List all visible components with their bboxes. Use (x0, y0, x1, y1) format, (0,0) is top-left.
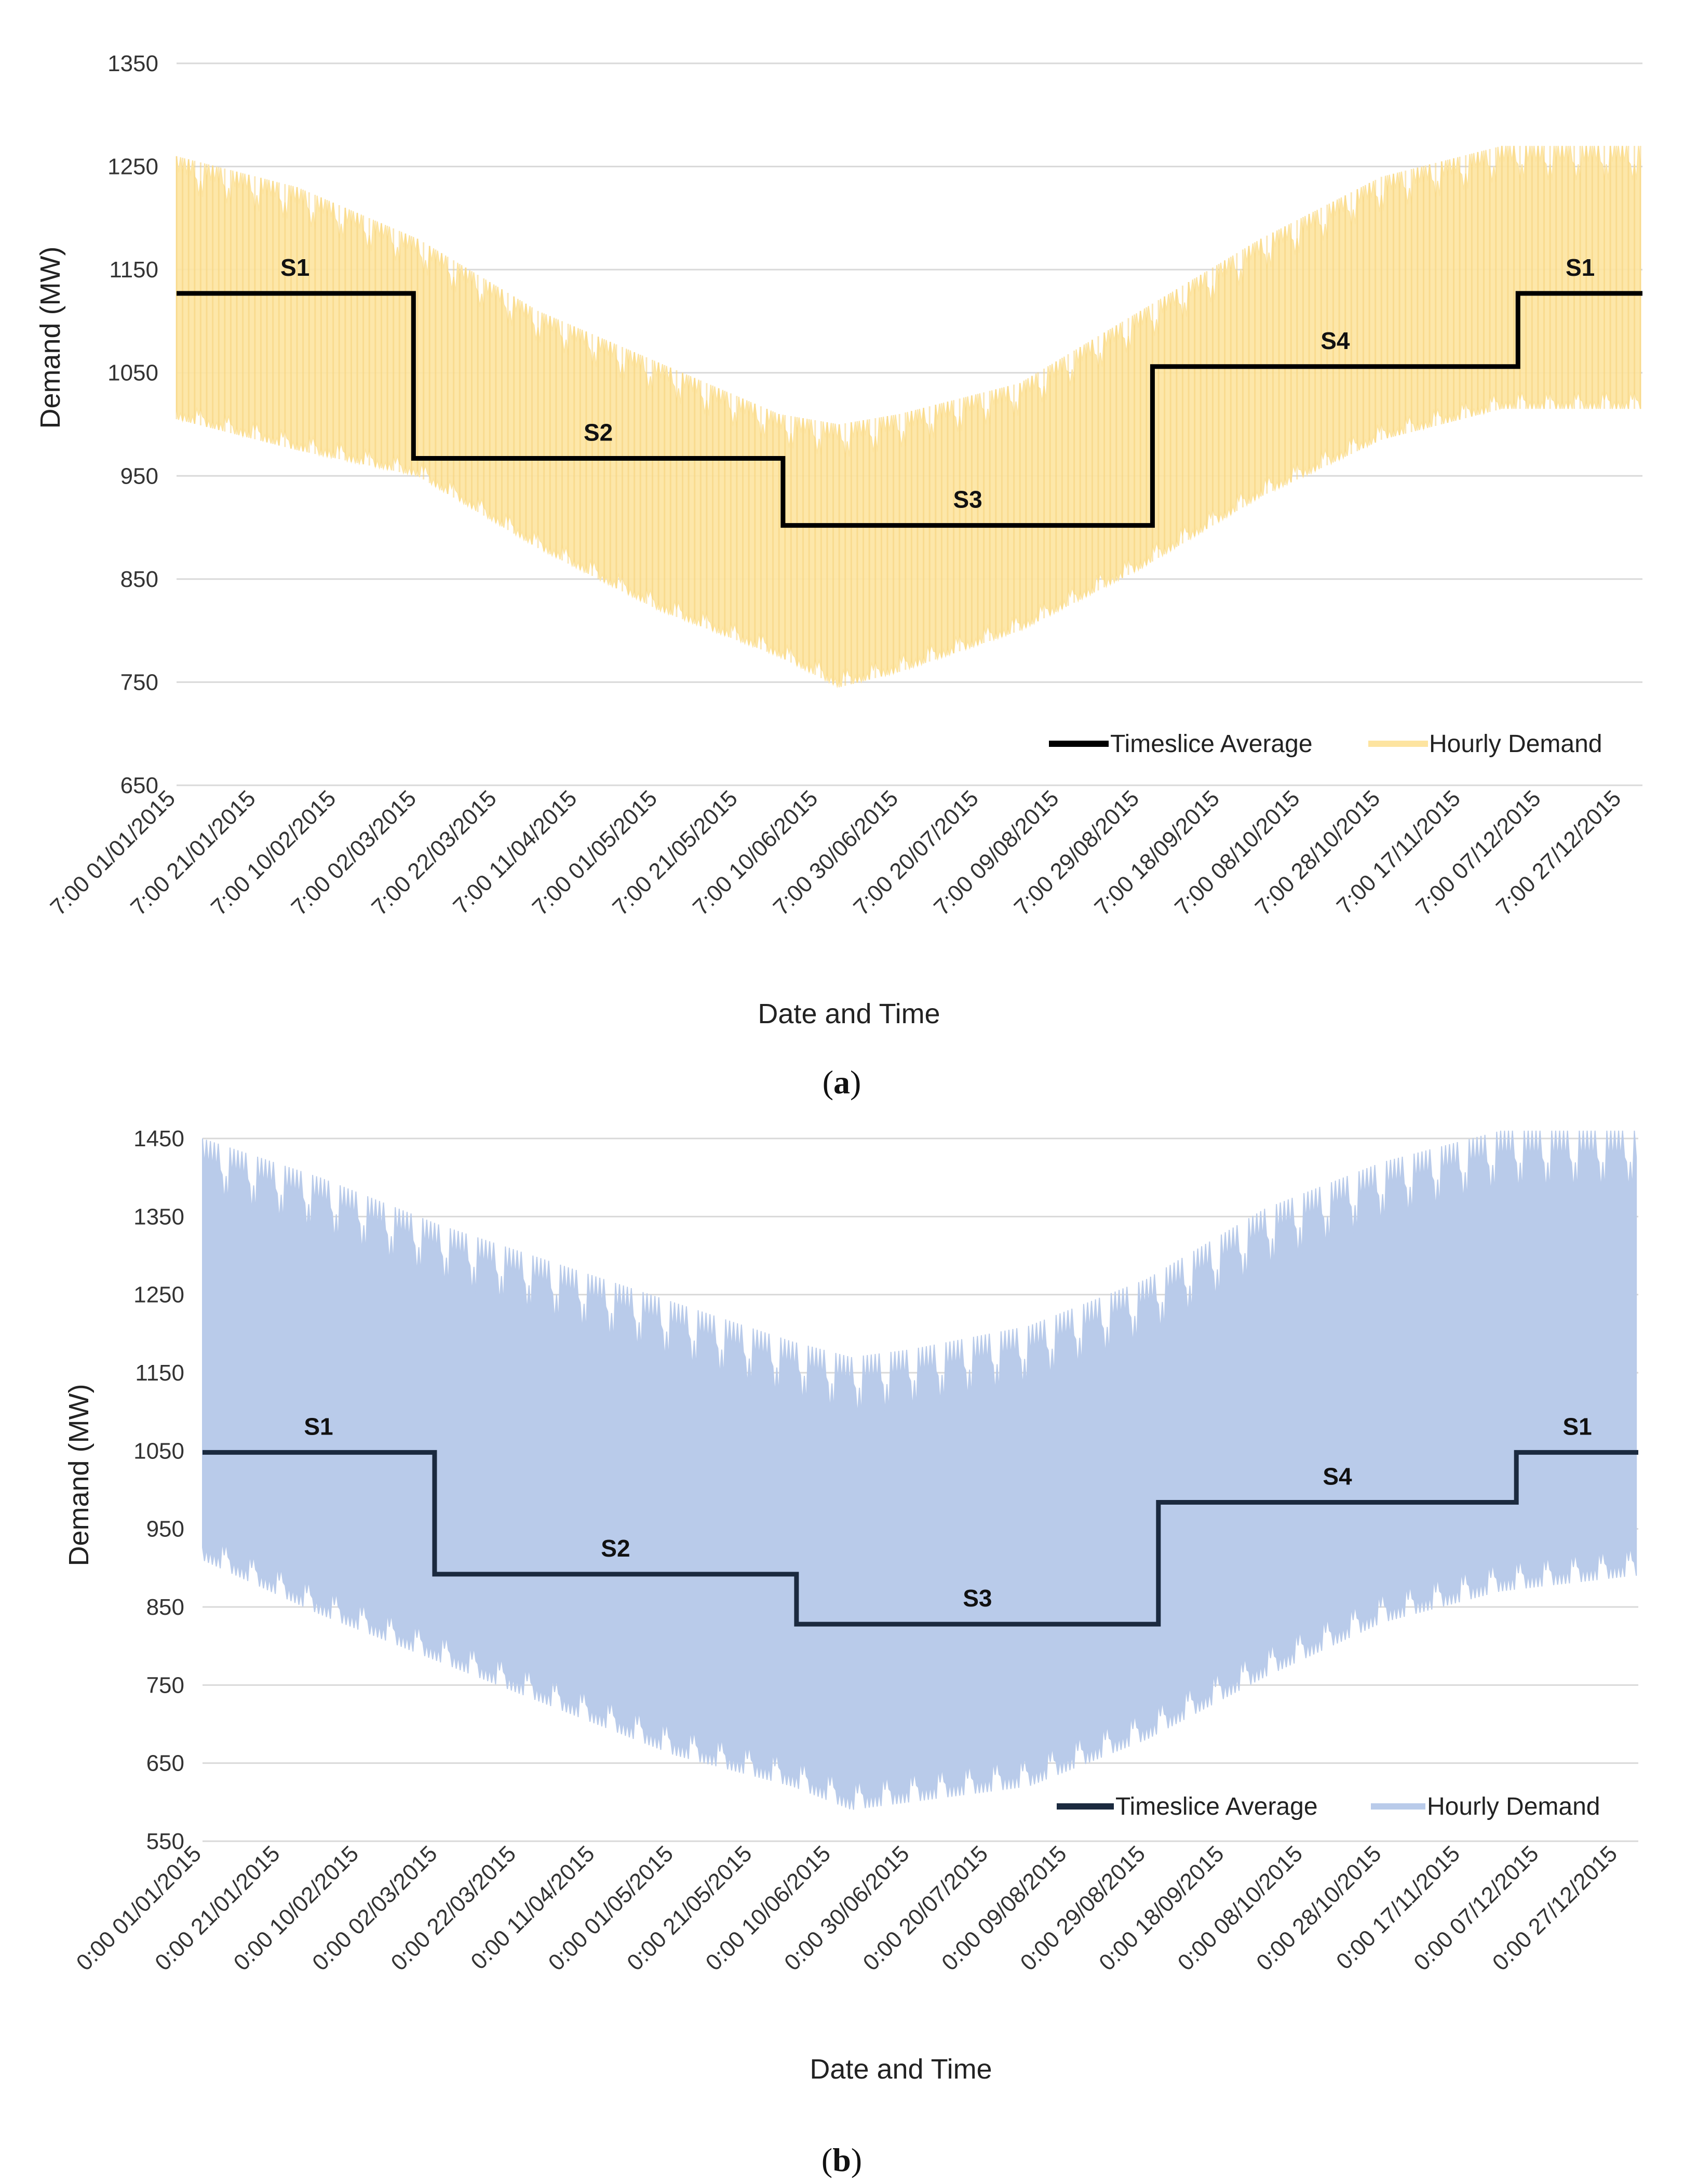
segment-label: S1 (1562, 1413, 1592, 1440)
y-tick-label: 1250 (107, 154, 158, 180)
y-tick-label: 950 (120, 463, 158, 489)
y-tick-label: 650 (120, 773, 158, 798)
segment-label: S3 (963, 1585, 992, 1612)
segment-label: S1 (304, 1413, 333, 1440)
y-tick-label: 850 (146, 1595, 184, 1620)
y-tick-label: 1450 (133, 1126, 184, 1151)
y-tick-label: 750 (120, 669, 158, 695)
caption-a: (a) (823, 1064, 861, 1101)
segment-label: S3 (953, 486, 982, 513)
y-tick-label: 750 (146, 1672, 184, 1698)
hourly-demand-area (202, 1130, 1637, 1810)
legend-label-hourly-demand: Hourly Demand (1429, 730, 1602, 758)
y-tick-label: 650 (146, 1751, 184, 1776)
y-tick-labels: 550 650 750 850 950 1050 1150 1250 1350 1450 (133, 1126, 184, 1854)
caption-letter-b: b (832, 2141, 851, 2178)
legend-label-hourly-demand: Hourly Demand (1427, 1793, 1600, 1820)
segment-label: S1 (1566, 254, 1595, 281)
y-tick-label: 1050 (133, 1438, 184, 1464)
chart-panel-b: S1 S2 S3 S4 S1 550 650 750 850 950 1050 1150 1250 13… (63, 1126, 1638, 2178)
x-axis-title: Date and Time (758, 998, 940, 1029)
segment-label: S1 (280, 254, 309, 281)
segment-label: S2 (601, 1535, 630, 1562)
legend: Timeslice Average Hourly Demand (1057, 1793, 1600, 1820)
y-axis-title: Demand (MW) (35, 246, 66, 428)
caption-letter-a: a (833, 1064, 850, 1101)
segment-label: S4 (1321, 327, 1350, 354)
y-tick-label: 550 (146, 1829, 184, 1854)
timeslice-average-line (177, 291, 1642, 528)
hourly-demand-series (202, 1130, 1637, 1810)
x-axis-title: Date and Time (810, 2054, 992, 2085)
segment-labels: S1 S2 S3 S4 S1 (304, 1413, 1592, 1612)
timeslice-average-line (203, 1450, 1638, 1627)
timeslice-average-series (203, 1450, 1638, 1627)
hourly-demand-series (176, 145, 1641, 689)
hourly-demand-area (176, 145, 1641, 689)
y-tick-label: 950 (146, 1517, 184, 1542)
legend: Timeslice Average Hourly Demand (1049, 730, 1602, 758)
caption-b: (b) (821, 2141, 862, 2178)
y-tick-label: 1250 (133, 1282, 184, 1308)
y-tick-label: 850 (120, 567, 158, 592)
y-tick-label: 1150 (109, 257, 158, 283)
segment-label: S2 (584, 419, 613, 446)
y-tick-label: 1350 (133, 1204, 184, 1229)
y-tick-label: 1050 (107, 360, 158, 386)
y-tick-label: 1150 (135, 1360, 184, 1386)
segment-labels: S1 S2 S3 S4 S1 (280, 254, 1595, 513)
legend-label-timeslice-average: Timeslice Average (1110, 730, 1313, 758)
y-tick-label: 1350 (107, 51, 158, 76)
legend-label-timeslice-average: Timeslice Average (1115, 1793, 1318, 1820)
y-axis-title: Demand (MW) (63, 1384, 95, 1566)
y-tick-labels: 650 750 850 950 1050 1150 1250 1350 (107, 51, 158, 798)
segment-label: S4 (1323, 1463, 1352, 1490)
timeslice-average-series (177, 291, 1642, 528)
